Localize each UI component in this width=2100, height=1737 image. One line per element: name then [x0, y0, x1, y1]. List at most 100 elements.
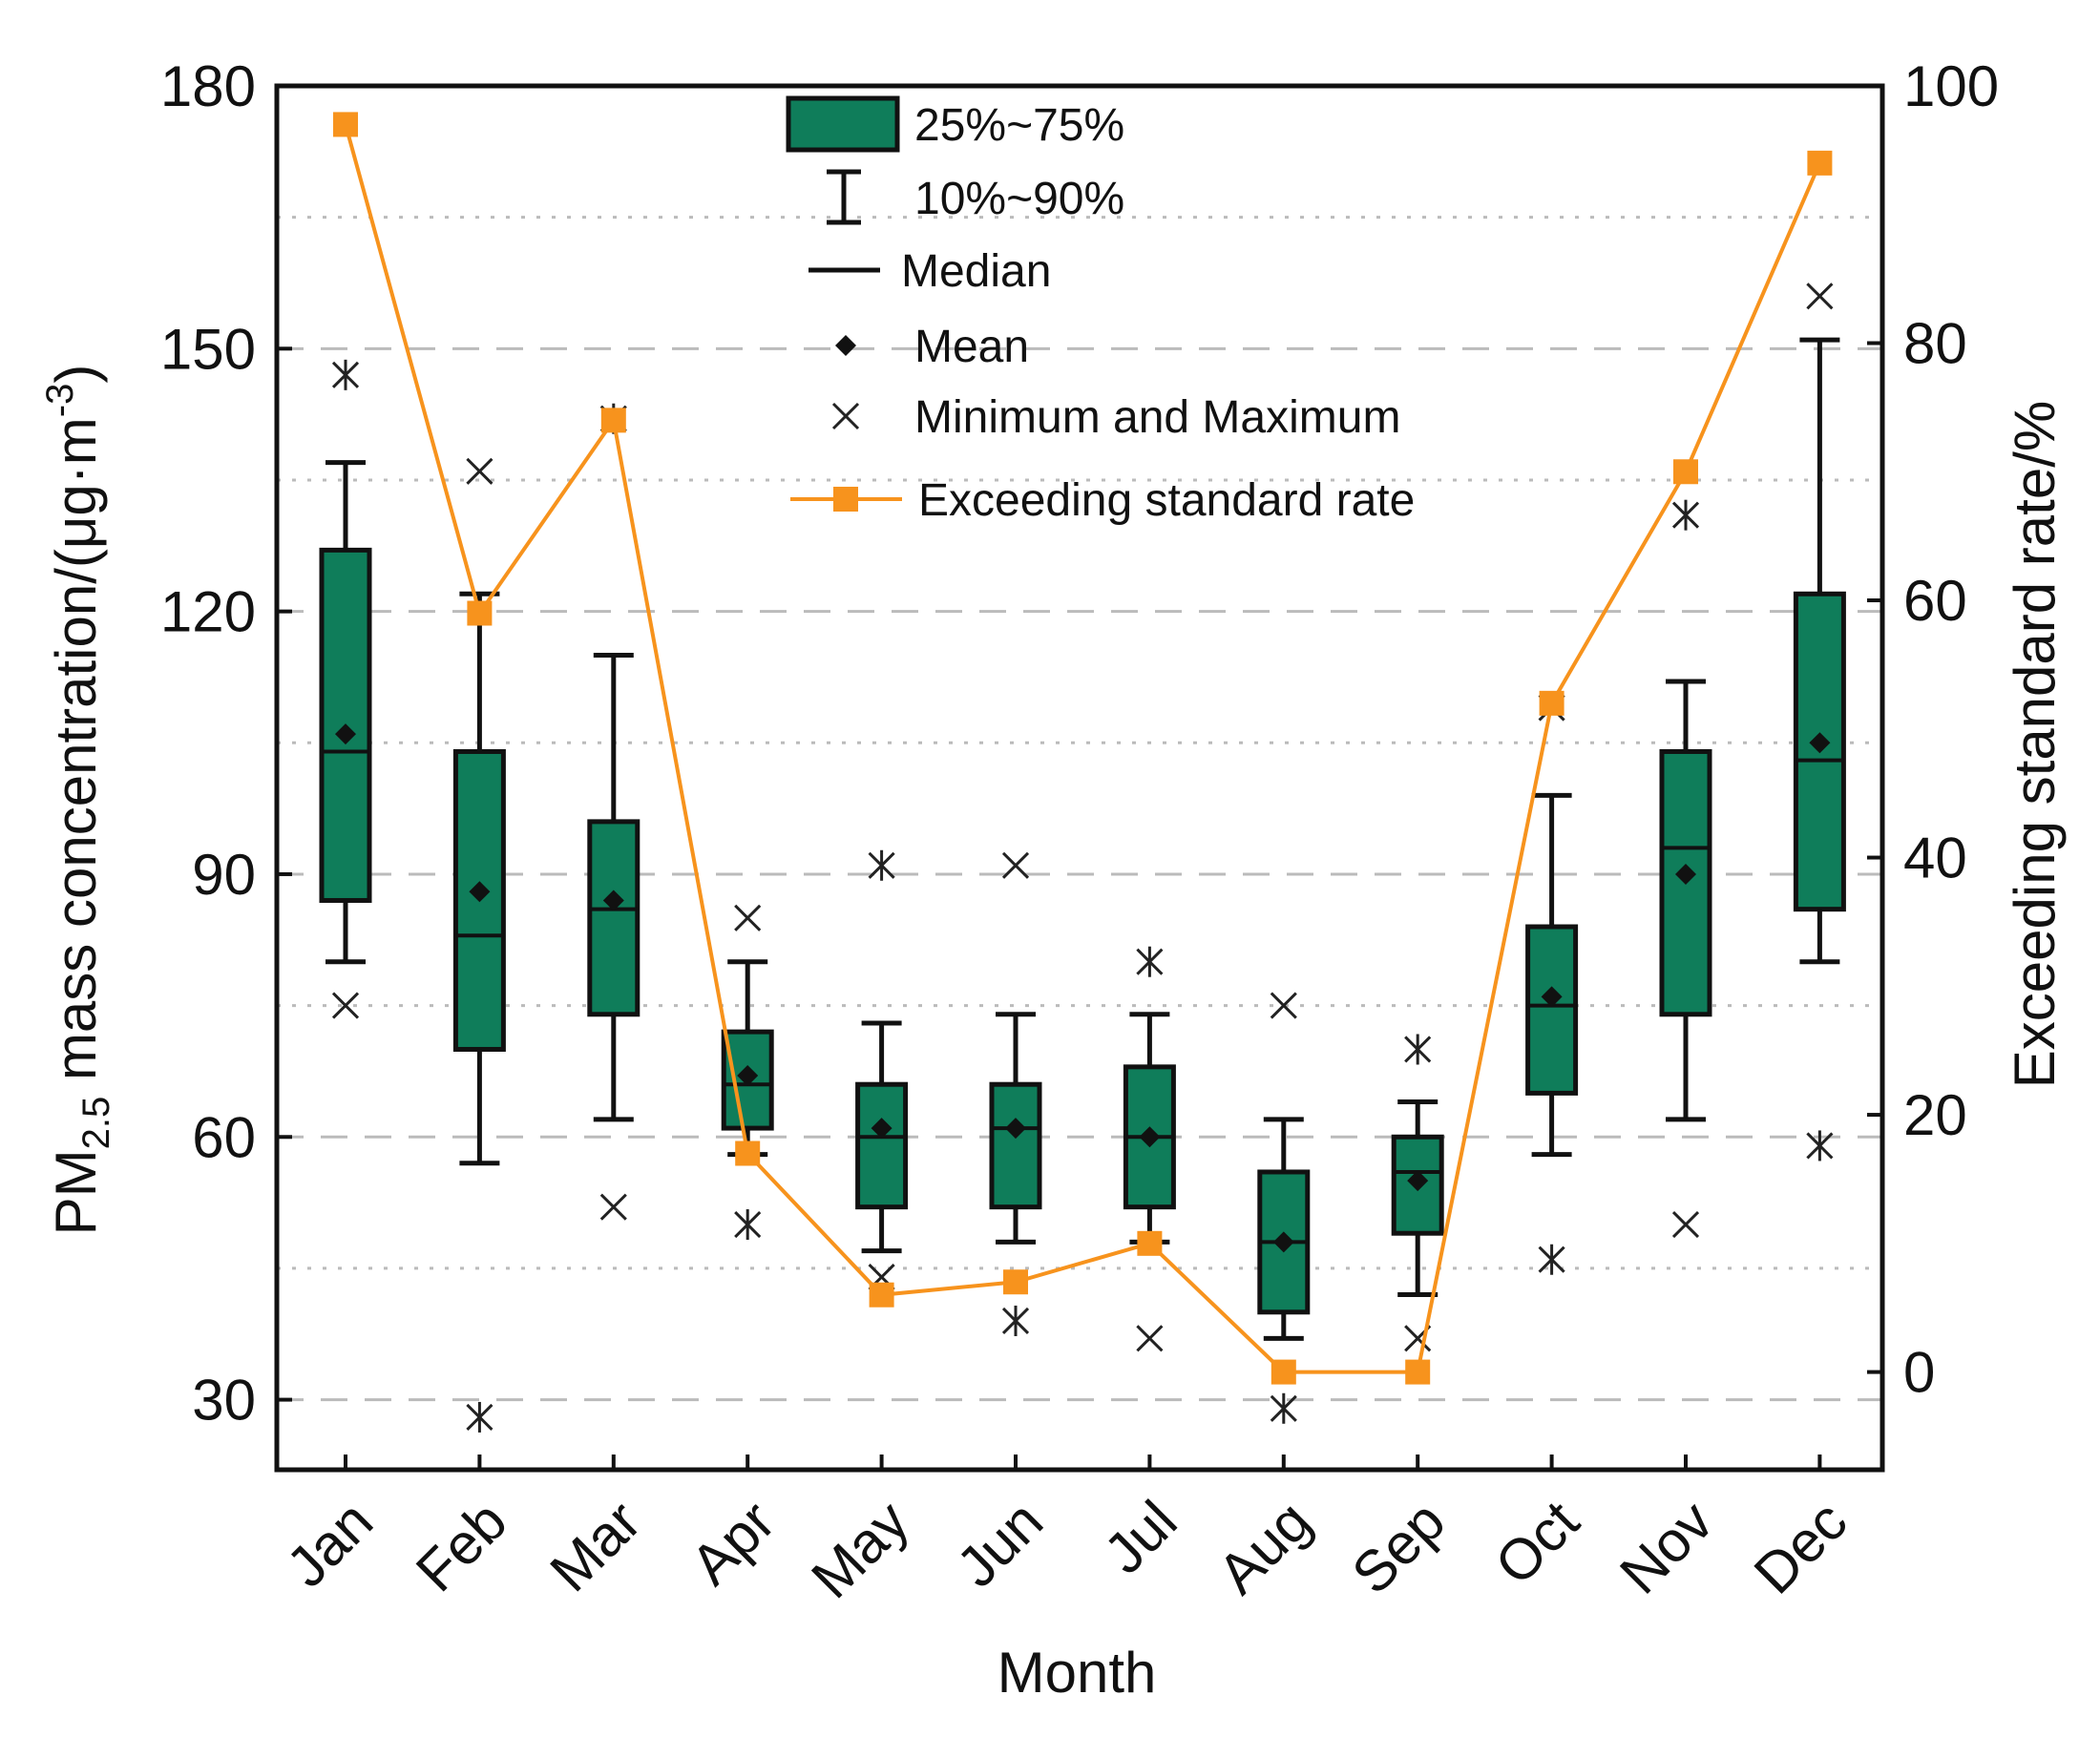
max-jul [1136, 946, 1164, 977]
rate-point-oct [1539, 690, 1564, 716]
y2-axis-title: Exceeding standard rate/% [2003, 401, 2067, 1088]
box-series [319, 283, 1846, 1433]
min-jun [1001, 1305, 1030, 1336]
max-dec [1806, 283, 1834, 310]
max-jun [1001, 851, 1030, 879]
legend-label-4: Minimum and Maximum [914, 392, 1400, 443]
y-tick-label-60: 60 [192, 1105, 256, 1169]
y-axis-title-suffix: ) [44, 365, 108, 384]
box-oct [1525, 694, 1579, 1275]
mean-oct [1541, 986, 1563, 1008]
rate-point-jun [1003, 1269, 1028, 1295]
y-axis-title-superscript: -3 [39, 384, 81, 418]
mean-may [871, 1118, 892, 1140]
y-axis-title-subscript: 2.5 [75, 1097, 117, 1150]
box-jan [319, 359, 372, 1019]
rate-line [344, 123, 1822, 1374]
mean-apr [737, 1065, 759, 1087]
rate-point-dec [1807, 150, 1833, 176]
min-mar [599, 1193, 627, 1221]
y-tick-label-150: 150 [160, 317, 256, 381]
min-apr [734, 1209, 762, 1241]
y-tick-label-120: 120 [160, 580, 256, 644]
box-aug [1257, 992, 1311, 1424]
box-jul [1123, 946, 1176, 1352]
y-tick-label-90: 90 [192, 843, 256, 907]
max-apr-stroke-b [734, 904, 762, 931]
y-tick-label-180: 180 [160, 54, 256, 118]
legend-label-2: Median [901, 246, 1051, 297]
y-axis-title-mid: mass concentration/(μg·m [44, 417, 108, 1096]
max-apr [734, 904, 762, 931]
y2-tick-label-100: 100 [1903, 54, 1999, 118]
mean-dec [1809, 732, 1831, 754]
rate-point-mar [600, 408, 626, 433]
min-aug [1270, 1392, 1297, 1424]
max-jan [331, 359, 360, 390]
iqr-box-mar [587, 819, 640, 1017]
rate-point-sep [1405, 1359, 1431, 1385]
legend-swatch-rate-marker [833, 487, 858, 512]
mean-aug [1272, 1231, 1294, 1253]
y-tick-label-30: 30 [192, 1369, 256, 1433]
mean-nov [1675, 863, 1696, 885]
mean-sep [1407, 1170, 1429, 1192]
max-jun-stroke-b [1001, 851, 1030, 879]
min-mar-stroke-b [599, 1193, 627, 1221]
min-feb [466, 1401, 494, 1433]
min-dec [1806, 1130, 1834, 1161]
min-nov-stroke-b [1671, 1210, 1700, 1239]
legend-label-1: 10%~90% [914, 174, 1124, 224]
y2-tick-label-20: 20 [1903, 1083, 1967, 1147]
rate-point-aug [1270, 1359, 1296, 1385]
box-dec [1793, 283, 1846, 1161]
box-apr [721, 904, 774, 1241]
gridlines [277, 216, 1882, 1402]
box-mar [587, 403, 640, 1221]
rate-point-jan [333, 112, 358, 137]
min-nov [1671, 1210, 1700, 1239]
plot-frame [274, 83, 1885, 1473]
y-axis-title: PM2.5 mass concentration/(μg·m-3) [39, 365, 117, 1236]
legend-label-0: 25%~75% [914, 100, 1124, 151]
box-nov [1659, 499, 1712, 1239]
rate-point-feb [467, 600, 493, 626]
legend-swatch-minmax-stroke-b [831, 402, 860, 430]
legend-label-5: Exceeding standard rate [918, 475, 1415, 526]
min-jul [1136, 1325, 1164, 1352]
max-feb-stroke-b [466, 457, 494, 485]
y2-tick-label-80: 80 [1903, 312, 1967, 376]
iqr-box-jun [989, 1081, 1042, 1210]
rate-point-may [869, 1282, 894, 1308]
legend-label-3: Mean [914, 322, 1029, 372]
mean-feb [469, 881, 491, 903]
min-jan [331, 992, 360, 1019]
legend: 25%~75% 10%~90% Median Mean Minimum and Maxi… [786, 95, 1415, 526]
mean-jan [335, 723, 356, 745]
max-feb [466, 457, 494, 485]
max-sep [1404, 1034, 1432, 1065]
mean-jun [1005, 1118, 1026, 1140]
box-feb [452, 457, 506, 1433]
min-jan-stroke-b [331, 992, 360, 1019]
max-nov [1671, 499, 1700, 531]
mean-jul [1139, 1126, 1161, 1148]
mean-mar [602, 889, 624, 911]
max-may [868, 849, 895, 881]
max-aug [1270, 992, 1297, 1019]
legend-swatch-mean [835, 335, 856, 356]
rate-point-nov [1673, 459, 1698, 485]
legend-swatch-minmax [831, 402, 860, 430]
max-dec-stroke-b [1806, 283, 1834, 310]
y2-tick-label-0: 0 [1903, 1341, 1935, 1405]
iqr-box-dec [1793, 591, 1846, 912]
y-axis-title-prefix: PM [44, 1149, 108, 1235]
rate-point-apr [735, 1141, 761, 1166]
y2-tick-label-60: 60 [1903, 569, 1967, 633]
legend-swatch-iqr [786, 95, 900, 153]
exceeding-rate-series [333, 112, 1833, 1385]
max-aug-stroke-b [1270, 992, 1297, 1019]
iqr-box-oct [1525, 924, 1579, 1096]
rate-point-jul [1137, 1230, 1163, 1256]
